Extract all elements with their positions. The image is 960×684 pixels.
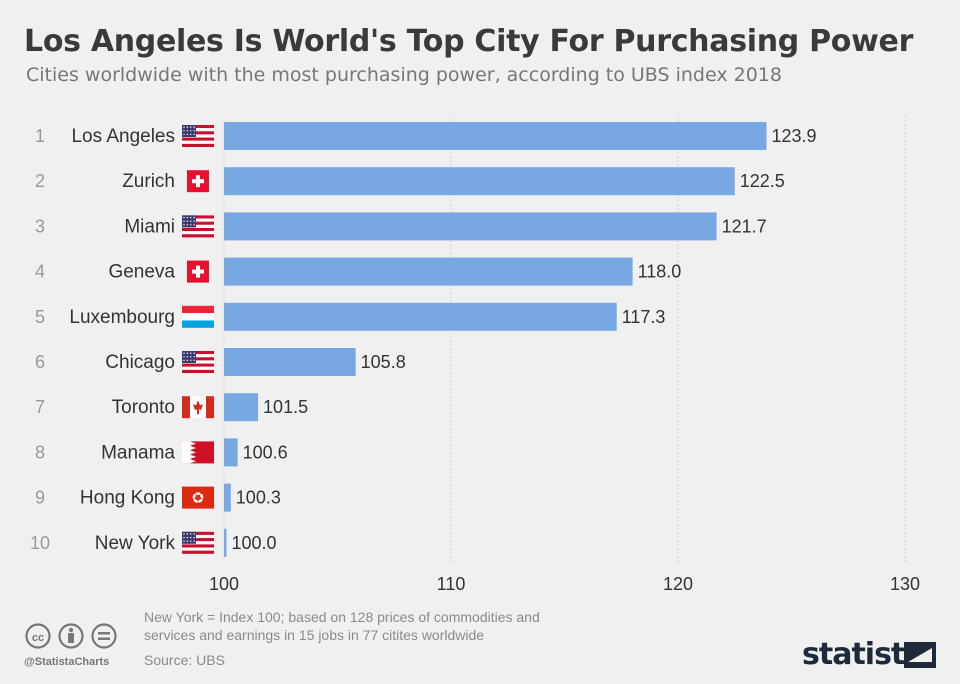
rank-label: 1 <box>35 126 45 146</box>
value-label: 100.3 <box>236 488 281 508</box>
value-label: 118.0 <box>638 262 682 282</box>
category-label: Manama <box>101 442 175 463</box>
footnote-line-1: New York = Index 100; based on 128 price… <box>144 609 540 625</box>
rank-label: 4 <box>35 262 45 282</box>
value-label: 100.6 <box>243 442 288 462</box>
bar <box>224 122 767 150</box>
bar <box>224 257 633 286</box>
category-label: Hong Kong <box>80 488 175 509</box>
cc-icon <box>25 623 51 649</box>
svg-text:cc: cc <box>32 632 44 644</box>
x-tick-label: 100 <box>209 574 239 594</box>
bar <box>224 393 259 422</box>
bar <box>224 167 735 196</box>
value-label: 100.0 <box>232 533 277 553</box>
table-row: 10 New York 100.0 <box>30 528 277 557</box>
bahrain-flag-icon <box>182 441 214 464</box>
rank-label: 3 <box>35 216 45 236</box>
statista-logo-icon <box>904 642 936 668</box>
bar-chart: 100 110 120 130 1 Los Angeles 123.9 2 Zurich 122.… <box>30 116 920 594</box>
value-label: 123.9 <box>772 126 817 146</box>
source-note: Source: UBS <box>144 652 225 668</box>
x-tick-label: 110 <box>437 574 466 594</box>
category-label: Los Angeles <box>71 126 175 147</box>
value-label: 122.5 <box>740 171 785 191</box>
category-label: Luxembourg <box>69 307 175 328</box>
switzerland-flag-icon <box>187 170 209 193</box>
category-label: Chicago <box>105 352 175 373</box>
bar <box>224 483 231 512</box>
x-tick-label: 130 <box>890 574 920 594</box>
footnote: New York = Index 100; based on 128 price… <box>144 608 644 644</box>
table-row: 6 Chicago 105.8 <box>35 348 406 376</box>
bar <box>224 438 238 467</box>
luxembourg-flag-icon <box>182 305 214 328</box>
us-flag-icon <box>182 125 214 147</box>
rank-label: 7 <box>35 397 45 417</box>
table-row: 1 Los Angeles 123.9 <box>35 122 817 150</box>
table-row: 3 Miami 121.7 <box>35 212 767 241</box>
rank-label: 10 <box>30 533 50 553</box>
category-label: Miami <box>124 216 175 237</box>
canada-flag-icon <box>182 396 214 419</box>
table-row: 9 Hong Kong 100.3 <box>35 483 281 512</box>
no-derivatives-icon <box>91 623 117 649</box>
hong-kong-flag-icon <box>182 486 214 509</box>
table-row: 2 Zurich 122.5 <box>35 167 785 196</box>
value-label: 117.3 <box>622 307 666 327</box>
category-label: New York <box>95 533 176 554</box>
rank-label: 2 <box>35 171 45 191</box>
value-label: 121.7 <box>722 216 767 236</box>
creative-commons-icons: cc <box>24 622 120 655</box>
x-tick-label: 120 <box>663 574 693 594</box>
switzerland-flag-icon <box>187 260 209 283</box>
rank-label: 9 <box>35 488 45 508</box>
us-flag-icon <box>182 215 214 238</box>
bar <box>224 212 717 241</box>
category-label: Toronto <box>112 397 175 418</box>
rank-label: 8 <box>35 442 45 462</box>
bar <box>224 528 227 557</box>
us-flag-icon <box>182 351 214 373</box>
bar <box>224 348 356 376</box>
value-label: 105.8 <box>361 352 406 372</box>
table-row: 7 Toronto 101.5 <box>35 393 308 422</box>
value-label: 101.5 <box>263 397 308 417</box>
category-label: Geneva <box>108 262 175 283</box>
category-label: Zurich <box>122 171 175 192</box>
bar <box>224 302 617 331</box>
us-flag-icon <box>182 531 214 554</box>
table-row: 8 Manama 100.6 <box>35 438 288 467</box>
attribution-icon <box>58 623 84 649</box>
chart-title: Los Angeles Is World's Top City For Purc… <box>24 24 914 59</box>
rank-label: 5 <box>35 307 45 327</box>
twitter-handle: @StatistaCharts <box>24 656 110 668</box>
chart-subtitle: Cities worldwide with the most purchasin… <box>26 64 782 86</box>
rank-label: 6 <box>35 352 45 372</box>
table-row: 5 Luxembourg 117.3 <box>35 302 666 331</box>
table-row: 4 Geneva 118.0 <box>35 257 682 286</box>
footnote-line-2: services and earnings in 15 jobs in 77 c… <box>144 627 485 643</box>
